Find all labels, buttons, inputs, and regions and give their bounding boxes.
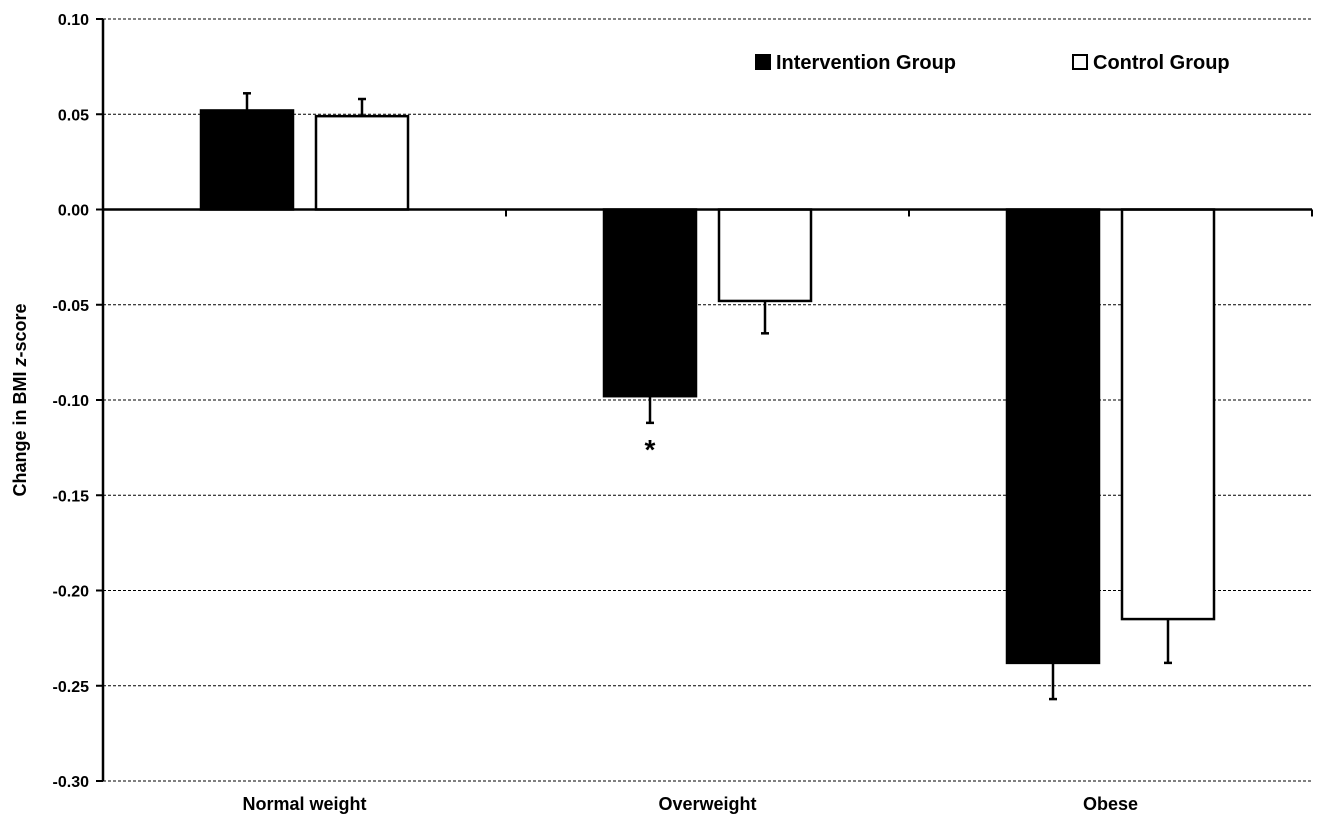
y-tick-label: 0.10: [58, 12, 89, 29]
y-tick-label: 0.00: [58, 203, 89, 220]
bar: [717, 208, 813, 303]
y-axis-label-prefix: Change in BMI: [10, 367, 30, 497]
gridlines: [103, 18, 1312, 782]
legend-label-control: Control Group: [1093, 52, 1230, 74]
y-axis-label-italic: z: [10, 358, 30, 368]
legend: Intervention Group Control Group: [755, 52, 1230, 74]
bar: [602, 208, 698, 398]
legend-swatch-control: [1072, 54, 1088, 70]
bar: [314, 114, 410, 211]
y-tick-label: 0.05: [58, 107, 89, 124]
bars: [199, 92, 1216, 701]
y-tick-label: -0.10: [53, 393, 90, 410]
labels: 0.10 0.05 0.00 -0.05 -0.10 -0.15 -0.20 -0.25 -0.…: [53, 12, 1138, 814]
x-category-label: Overweight: [658, 794, 756, 814]
y-axis-label: Change in BMI z-score: [10, 303, 30, 496]
axes: [96, 18, 1313, 782]
y-axis-label-suffix: -score: [10, 303, 30, 357]
legend-swatch-intervention: [755, 54, 771, 70]
x-category-label: Normal weight: [242, 794, 366, 814]
y-tick-label: -0.25: [53, 679, 90, 696]
legend-label-intervention: Intervention Group: [776, 52, 956, 74]
bar: [199, 109, 295, 211]
y-tick-label: -0.30: [53, 774, 90, 791]
bar: [1120, 208, 1216, 621]
bar: [1005, 208, 1101, 665]
y-tick-label: -0.20: [53, 584, 90, 601]
y-tick-label: -0.15: [53, 488, 90, 505]
significance-marker: *: [645, 434, 656, 465]
x-category-label: Obese: [1083, 794, 1138, 814]
y-tick-label: -0.05: [53, 298, 90, 315]
